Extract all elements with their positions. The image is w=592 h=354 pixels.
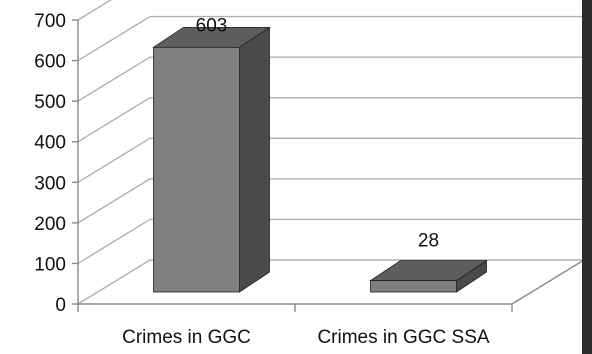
gridline	[77, 15, 584, 62]
bar-side	[239, 26, 270, 293]
bar	[153, 46, 240, 293]
y-tick-label: 0	[55, 295, 66, 316]
bar-layer	[152, 26, 488, 293]
label-layer: 0 100 200 300 400 500 600 700 603 Crimes in GGC 28…	[34, 11, 490, 348]
data-label: 603	[196, 15, 228, 36]
gridline	[77, 178, 584, 224]
axis-layer	[72, 19, 585, 312]
gridline	[77, 218, 584, 265]
right-border	[582, 0, 592, 354]
gridline	[77, 0, 113, 21]
grid-layer	[77, 0, 584, 305]
y-tick-label: 100	[34, 254, 66, 275]
y-tick-label: 400	[34, 133, 66, 154]
bar	[370, 280, 457, 293]
floor-right-edge	[511, 259, 585, 305]
y-tick-label: 600	[34, 52, 66, 73]
y-tick-label: 200	[34, 214, 66, 235]
gridline	[77, 259, 584, 305]
gridline	[77, 137, 584, 183]
x-category-label: Crimes in GGC	[122, 327, 251, 348]
y-tick-label: 700	[34, 11, 66, 32]
x-category-label: Crimes in GGC SSA	[317, 327, 489, 348]
data-label: 28	[418, 231, 439, 252]
gridline	[77, 56, 584, 102]
y-tick-label: 500	[34, 92, 66, 113]
gridline	[77, 97, 584, 143]
y-tick-label: 300	[34, 173, 66, 194]
